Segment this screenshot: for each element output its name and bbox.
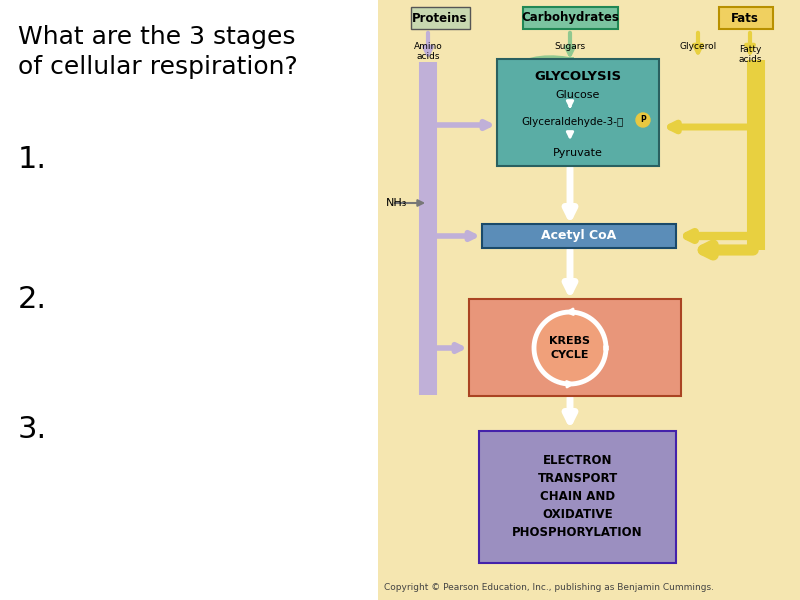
FancyArrowPatch shape — [505, 58, 567, 74]
Text: NH₃: NH₃ — [386, 198, 407, 208]
Text: GLYCOLYSIS: GLYCOLYSIS — [534, 70, 622, 83]
Text: Pyruvate: Pyruvate — [553, 148, 603, 158]
Text: KREBS
CYCLE: KREBS CYCLE — [550, 337, 590, 359]
Text: Fatty
acids: Fatty acids — [738, 45, 762, 64]
FancyBboxPatch shape — [411, 7, 470, 29]
FancyBboxPatch shape — [497, 59, 659, 166]
FancyBboxPatch shape — [719, 7, 773, 29]
Text: 2.: 2. — [18, 285, 47, 314]
Text: Carbohydrates: Carbohydrates — [521, 11, 619, 25]
Text: Glyceraldehyde-3-ⓟ: Glyceraldehyde-3-ⓟ — [522, 117, 624, 127]
Text: 3.: 3. — [18, 415, 47, 444]
Bar — [378, 0, 800, 600]
Text: What are the 3 stages
of cellular respiration?: What are the 3 stages of cellular respir… — [18, 25, 298, 79]
Text: 1.: 1. — [18, 145, 47, 174]
FancyBboxPatch shape — [479, 431, 676, 563]
Text: Proteins: Proteins — [412, 11, 468, 25]
Circle shape — [534, 312, 606, 384]
Text: ELECTRON
TRANSPORT
CHAIN AND
OXIDATIVE
PHOSPHORYLATION: ELECTRON TRANSPORT CHAIN AND OXIDATIVE P… — [512, 455, 643, 539]
Circle shape — [636, 113, 650, 127]
Text: Amino
acids: Amino acids — [414, 42, 442, 61]
Text: Glycerol: Glycerol — [679, 42, 717, 51]
Bar — [0, 0, 378, 600]
Text: Sugars: Sugars — [554, 42, 586, 51]
Text: Acetyl CoA: Acetyl CoA — [542, 229, 617, 242]
Text: Glucose: Glucose — [556, 90, 600, 100]
Text: Copyright © Pearson Education, Inc., publishing as Benjamin Cummings.: Copyright © Pearson Education, Inc., pub… — [384, 583, 714, 592]
Text: Fats: Fats — [731, 11, 759, 25]
FancyBboxPatch shape — [482, 224, 676, 248]
FancyBboxPatch shape — [523, 7, 618, 29]
FancyBboxPatch shape — [469, 299, 681, 396]
Text: P: P — [640, 115, 646, 124]
